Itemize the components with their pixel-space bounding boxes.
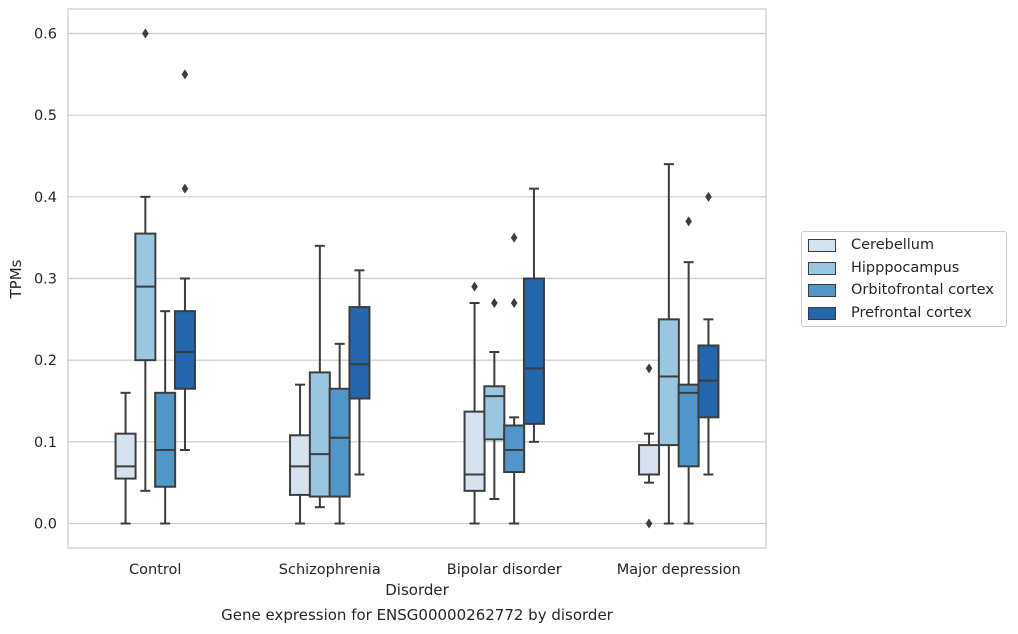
figure-caption: Gene expression for ENSG00000262772 by d… [221,606,613,624]
box-iqr [638,444,661,476]
x-axis-label: Disorder [385,581,449,599]
box-iqr [463,410,486,492]
outlier-point [471,281,478,292]
x-tick-labels: Control Schizophrenia Bipolar disorder Majo… [129,562,741,578]
y-tick-label: 0.2 [34,353,57,369]
x-tick-label: Bipolar disorder [447,562,562,578]
y-tick-labels: 0.0 0.1 0.2 0.3 0.4 0.5 0.6 [34,27,57,533]
x-tick-label: Control [129,562,181,578]
legend-label: Hipppocampus [851,260,960,276]
box-iqr [348,306,371,400]
box-iqr [154,391,177,488]
outlier-point [705,191,712,202]
box-1-0 [289,383,312,525]
box-iqr [308,371,331,498]
legend-swatch [808,238,836,252]
box-2-3 [522,187,545,443]
box-iqr [503,424,526,474]
outlier-point [510,232,518,243]
box-0-2 [154,310,177,525]
box-iqr [328,387,351,498]
x-tick-label: Major depression [617,562,741,578]
y-tick-label: 0.6 [34,27,57,43]
box-iqr [134,232,157,362]
outlier-point [491,298,498,308]
legend-label: Orbitofrontal cortex [851,282,994,298]
box-iqr [657,318,680,447]
legend-label: Cerebellum [851,237,935,253]
legend-label: Prefrontal cortex [851,305,972,321]
box-3-1 [657,163,680,525]
legend: Cerebellum Hipppocampus Orbitofrontal co… [801,231,1007,327]
outlier-point [510,298,518,308]
box-0-0 [114,391,137,525]
outlier-point [142,28,149,39]
box-1-3 [348,269,371,476]
box-iqr [289,434,312,496]
legend-swatch [808,261,836,275]
box-2-0 [463,281,486,525]
legend-item-prefrontal-cortex: Prefrontal cortex [808,303,972,323]
legend-item-cerebellum: Cerebellum [808,235,934,255]
legend-swatch [808,283,836,297]
y-tick-label: 0.3 [34,272,57,288]
legend-item-hippocampus: Hipppocampus [808,258,959,278]
box-iqr [483,385,506,441]
boxes-layer [114,28,720,529]
box-1-1 [308,244,331,509]
outlier-point [645,518,653,529]
box-2-2 [503,232,526,525]
legend-swatch [808,306,836,320]
y-tick-label: 0.4 [34,190,57,206]
box-3-3 [697,191,720,476]
y-tick-label: 0.0 [34,517,57,533]
y-tick-label: 0.1 [34,435,57,451]
outlier-point [645,363,653,374]
outlier-point [685,216,692,227]
box-0-1 [134,28,157,492]
outlier-point [181,183,189,194]
box-3-2 [677,216,700,525]
x-tick-label: Schizophrenia [279,562,381,578]
legend-item-orbitofrontal-cortex: Orbitofrontal cortex [808,280,994,300]
box-2-1 [483,298,506,500]
box-iqr [522,277,545,425]
box-iqr [114,432,137,480]
box-0-3 [173,69,196,451]
box-3-0 [638,363,661,529]
y-axis-label: TPMs [7,259,25,299]
outlier-point [181,69,189,80]
box-iqr [173,310,196,390]
y-tick-label: 0.5 [34,108,57,124]
box-iqr [677,383,700,468]
box-1-2 [328,342,351,525]
